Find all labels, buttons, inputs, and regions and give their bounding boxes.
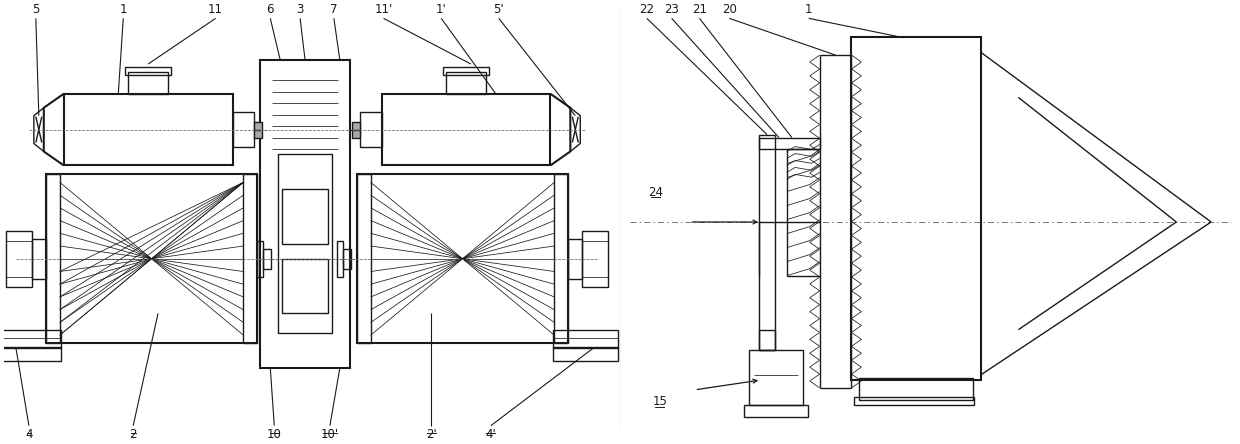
Text: 24: 24 xyxy=(649,186,663,199)
Bar xyxy=(283,189,327,244)
Text: 20: 20 xyxy=(722,4,737,16)
Bar xyxy=(443,67,489,75)
Text: 11: 11 xyxy=(208,4,223,16)
Text: 10': 10' xyxy=(321,428,339,440)
Bar xyxy=(360,112,382,147)
Bar xyxy=(263,249,272,269)
Text: 22: 22 xyxy=(640,4,655,16)
Text: 4': 4' xyxy=(486,428,496,440)
Text: 5: 5 xyxy=(32,4,40,16)
Bar xyxy=(337,241,342,277)
Bar xyxy=(0,347,61,361)
Bar xyxy=(233,112,254,147)
Bar xyxy=(553,330,618,348)
Bar xyxy=(46,174,60,343)
Bar xyxy=(6,231,32,286)
Text: 6: 6 xyxy=(267,4,274,16)
Text: 3: 3 xyxy=(296,4,304,16)
Text: 2: 2 xyxy=(129,428,136,440)
Bar xyxy=(357,174,371,343)
Bar xyxy=(0,330,61,348)
Bar xyxy=(553,347,618,361)
Bar xyxy=(125,67,171,75)
Bar xyxy=(278,155,332,333)
Text: 11': 11' xyxy=(374,4,393,16)
Text: 2': 2' xyxy=(425,428,436,440)
Bar xyxy=(759,135,775,350)
Bar xyxy=(759,330,775,350)
Bar xyxy=(254,122,263,138)
Text: 23: 23 xyxy=(665,4,680,16)
Bar xyxy=(854,397,973,405)
Bar xyxy=(744,405,807,417)
Bar xyxy=(382,94,551,165)
Text: 1': 1' xyxy=(435,4,446,16)
Bar xyxy=(46,174,258,343)
Text: 21: 21 xyxy=(692,4,707,16)
Bar xyxy=(258,241,263,277)
Bar xyxy=(852,37,981,380)
Bar xyxy=(283,259,327,313)
Bar xyxy=(32,239,46,279)
Bar xyxy=(63,94,233,165)
Bar xyxy=(352,122,360,138)
Bar xyxy=(759,138,820,150)
Text: 15: 15 xyxy=(652,395,667,408)
Bar xyxy=(128,72,167,94)
Text: 1: 1 xyxy=(805,4,812,16)
Text: 5': 5' xyxy=(494,4,505,16)
Bar xyxy=(243,174,258,343)
Bar xyxy=(357,174,568,343)
Bar xyxy=(342,249,351,269)
Text: 4: 4 xyxy=(25,428,32,440)
Bar xyxy=(583,231,608,286)
Text: 1: 1 xyxy=(119,4,126,16)
Bar xyxy=(260,60,350,368)
Bar xyxy=(859,378,972,400)
Text: 7: 7 xyxy=(330,4,337,16)
Text: 10: 10 xyxy=(267,428,281,440)
Bar xyxy=(749,350,802,405)
Bar xyxy=(568,239,583,279)
Bar xyxy=(446,72,486,94)
Bar xyxy=(554,174,568,343)
